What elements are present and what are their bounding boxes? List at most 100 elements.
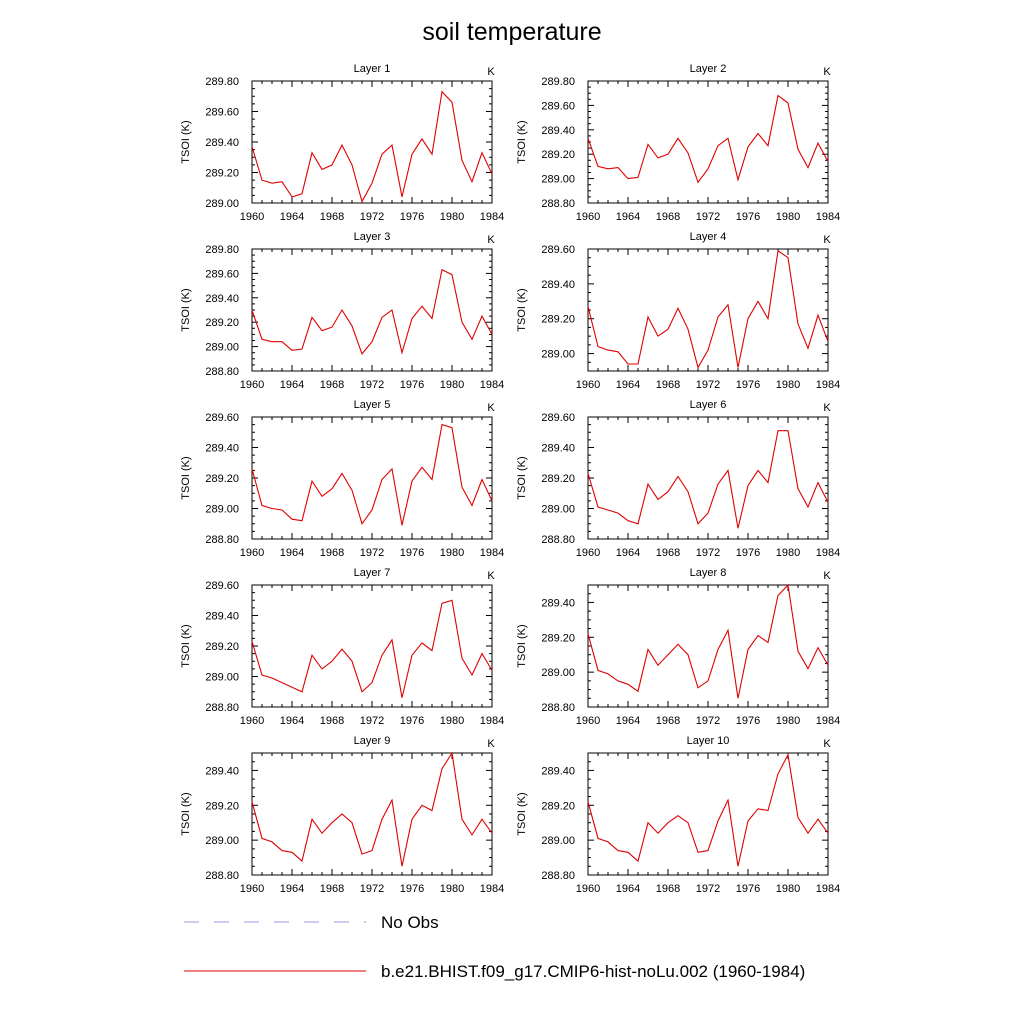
y-tick-label: 289.60 — [205, 268, 239, 280]
y-axis-label: TSOI (K) — [180, 624, 192, 667]
chart-panel-5: 1960 1964 1968 1972 1976 1980 1984 288.80 289.00… — [180, 399, 504, 559]
panel-units: K — [487, 66, 495, 78]
y-tick-label: 288.80 — [541, 198, 575, 210]
x-tick-label: 1976 — [736, 211, 760, 223]
y-tick-label: 289.00 — [541, 349, 575, 361]
x-tick-label: 1976 — [400, 211, 424, 223]
panel-units: K — [823, 402, 831, 414]
y-tick-label: 289.60 — [205, 107, 239, 119]
x-tick-label: 1984 — [816, 883, 840, 895]
y-tick-label: 289.20 — [205, 800, 239, 812]
y-tick-label: 289.40 — [205, 765, 239, 777]
y-tick-label: 289.60 — [205, 580, 239, 592]
x-tick-label: 1960 — [576, 715, 600, 727]
x-tick-label: 1960 — [240, 211, 264, 223]
panels: 1960 1964 1968 1972 1976 1980 1984 289.00 289.20… — [180, 63, 840, 895]
series-line — [251, 90, 493, 203]
panel-title: Layer 7 — [354, 567, 391, 579]
x-tick-label: 1980 — [440, 211, 464, 223]
y-tick-label: 289.20 — [205, 641, 239, 653]
x-tick-label: 1980 — [440, 715, 464, 727]
x-tick-label: 1964 — [280, 379, 304, 391]
y-tick-label: 288.80 — [205, 870, 239, 882]
panel-title: Layer 9 — [354, 735, 391, 747]
x-tick-label: 1984 — [480, 547, 504, 559]
panel-title: Layer 2 — [690, 63, 727, 75]
y-tick-label: 289.00 — [541, 667, 575, 679]
x-tick-label: 1964 — [280, 547, 304, 559]
panel-units: K — [823, 570, 831, 582]
panel-units: K — [487, 234, 495, 246]
panel-units: K — [487, 402, 495, 414]
y-axis-label: TSOI (K) — [516, 288, 528, 331]
y-tick-label: 289.40 — [541, 597, 575, 609]
y-tick-label: 289.60 — [541, 100, 575, 112]
x-tick-label: 1968 — [320, 715, 344, 727]
panel-title: Layer 1 — [354, 63, 391, 75]
plot-frame — [587, 752, 829, 876]
x-tick-label: 1968 — [320, 547, 344, 559]
x-tick-label: 1976 — [400, 379, 424, 391]
y-tick-label: 289.20 — [205, 168, 239, 180]
y-tick-label: 289.20 — [541, 314, 575, 326]
y-tick-label: 289.80 — [541, 76, 575, 88]
y-tick-label: 289.20 — [541, 473, 575, 485]
panel-units: K — [823, 738, 831, 750]
x-tick-label: 1968 — [656, 379, 680, 391]
x-tick-label: 1984 — [480, 883, 504, 895]
x-tick-label: 1960 — [576, 211, 600, 223]
y-tick-label: 289.20 — [205, 473, 239, 485]
y-tick-label: 289.20 — [205, 317, 239, 329]
y-tick-label: 289.80 — [205, 76, 239, 88]
series-line — [587, 430, 829, 529]
x-tick-label: 1968 — [656, 547, 680, 559]
y-tick-label: 289.00 — [541, 174, 575, 186]
x-tick-label: 1964 — [616, 379, 640, 391]
x-tick-label: 1976 — [736, 379, 760, 391]
chart-panel-8: 1960 1964 1968 1972 1976 1980 1984 288.80 289.00… — [516, 567, 840, 727]
x-tick-label: 1960 — [240, 883, 264, 895]
y-tick-label: 288.80 — [541, 870, 575, 882]
y-tick-label: 289.00 — [205, 342, 239, 354]
x-tick-label: 1964 — [616, 883, 640, 895]
y-axis-label: TSOI (K) — [180, 288, 192, 331]
y-axis-label: TSOI (K) — [180, 120, 192, 163]
plot-frame — [251, 80, 493, 204]
y-tick-label: 289.00 — [541, 504, 575, 516]
x-tick-label: 1972 — [696, 379, 720, 391]
x-tick-label: 1968 — [656, 211, 680, 223]
panel-title: Layer 6 — [690, 399, 727, 411]
plot-frame — [251, 584, 493, 708]
x-tick-label: 1972 — [360, 379, 384, 391]
x-tick-label: 1960 — [576, 547, 600, 559]
series-line — [587, 583, 829, 699]
x-tick-label: 1984 — [480, 211, 504, 223]
legend: No Obs b.e21.BHIST.f09_g17.CMIP6-hist-noL… — [184, 913, 805, 981]
y-tick-label: 289.60 — [541, 244, 575, 256]
y-tick-label: 289.40 — [205, 611, 239, 623]
y-tick-label: 289.40 — [205, 443, 239, 455]
y-tick-label: 289.80 — [205, 244, 239, 256]
series-line — [251, 268, 493, 356]
panel-units: K — [487, 738, 495, 750]
x-tick-label: 1984 — [816, 715, 840, 727]
x-tick-label: 1980 — [776, 547, 800, 559]
legend-label-2: b.e21.BHIST.f09_g17.CMIP6-hist-noLu.002 … — [381, 962, 805, 981]
y-axis-label: TSOI (K) — [516, 120, 528, 163]
panel-title: Layer 5 — [354, 399, 391, 411]
panel-title: Layer 4 — [690, 231, 727, 243]
x-tick-label: 1980 — [440, 883, 464, 895]
series-line — [587, 752, 829, 867]
chart-panel-1: 1960 1964 1968 1972 1976 1980 1984 289.00 289.20… — [180, 63, 504, 223]
y-axis-label: TSOI (K) — [516, 792, 528, 835]
x-tick-label: 1972 — [696, 211, 720, 223]
legend-label-1: No Obs — [381, 913, 439, 932]
y-tick-label: 288.80 — [205, 702, 239, 714]
y-axis-label: TSOI (K) — [516, 456, 528, 499]
y-tick-label: 289.00 — [205, 672, 239, 684]
chart-panel-9: 1960 1964 1968 1972 1976 1980 1984 288.80 289.00… — [180, 735, 504, 895]
panel-title: Layer 8 — [690, 567, 727, 579]
x-tick-label: 1968 — [320, 211, 344, 223]
panel-units: K — [823, 234, 831, 246]
